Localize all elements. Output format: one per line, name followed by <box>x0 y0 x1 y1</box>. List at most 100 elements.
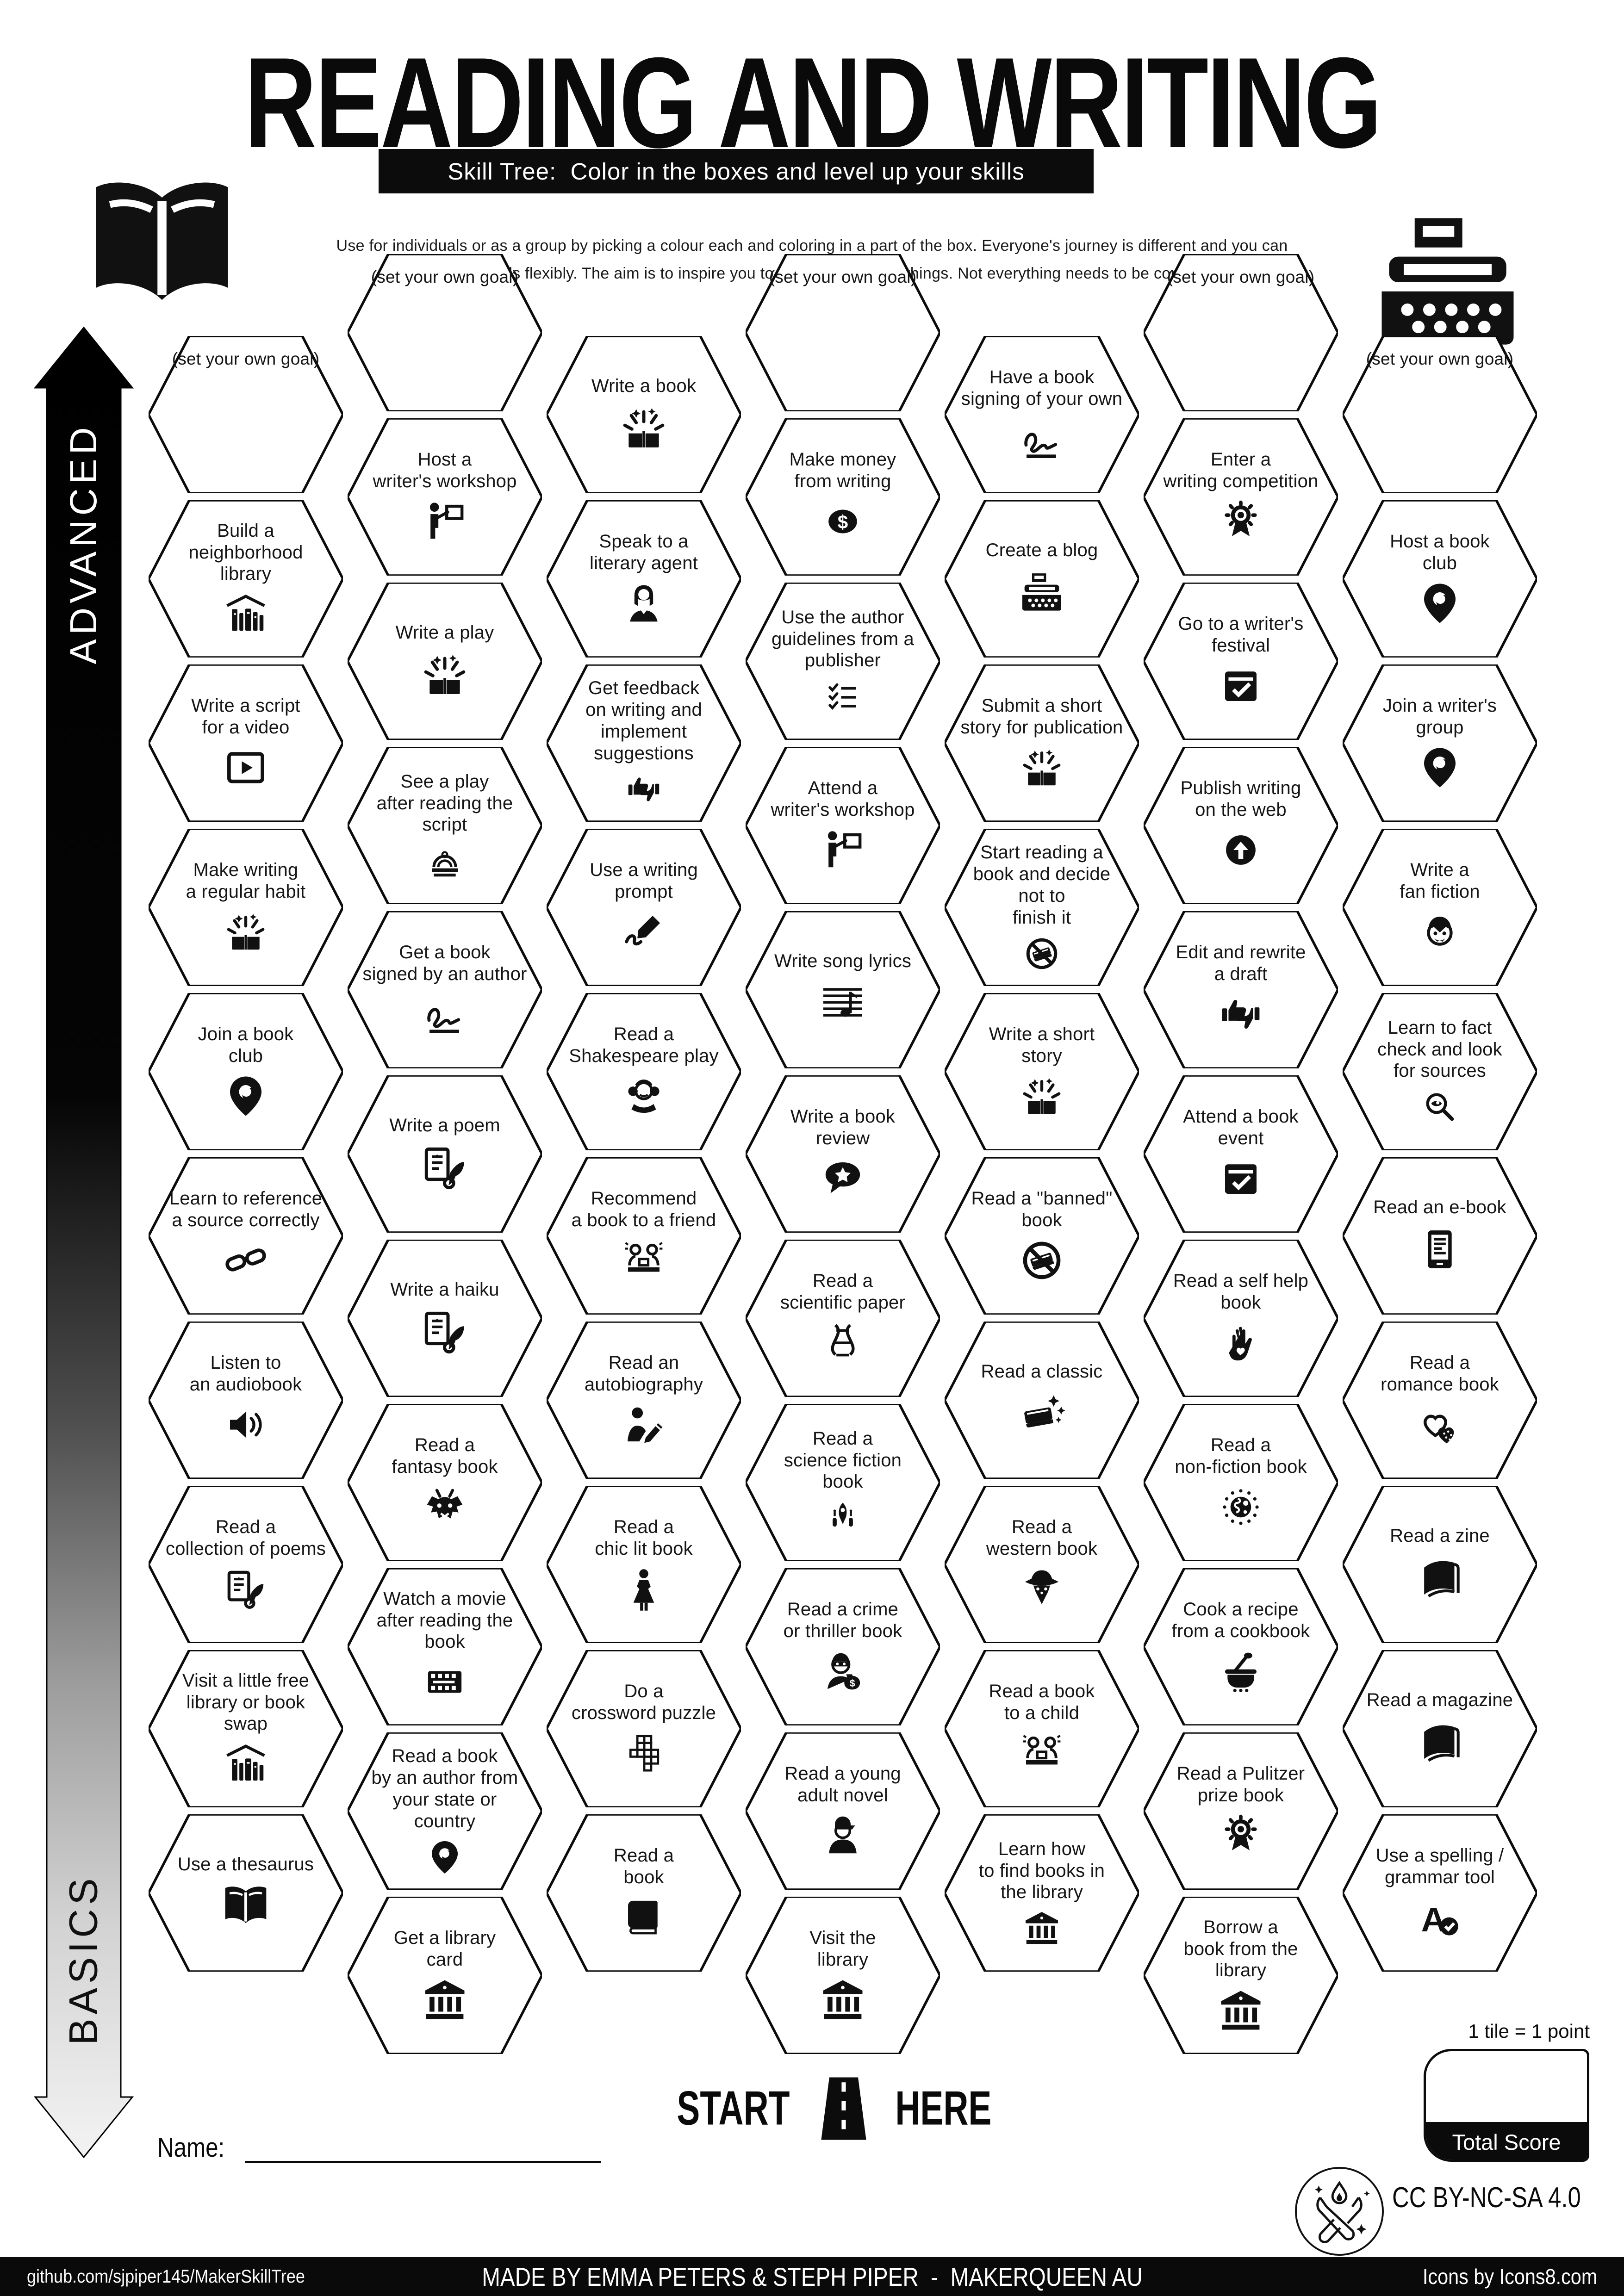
hex-tile-set-your-own-goal-c1r0[interactable]: (set your own goal) <box>348 254 542 411</box>
hex-tile-publish-writing-on-the-web-c5r3[interactable]: Publish writing on the web <box>1144 747 1338 904</box>
hex-tile-use-a-thesaurus-c0r9[interactable]: Use a thesaurus <box>149 1814 343 1972</box>
hex-tile-see-a-play-after-reading-the-script-c1r3[interactable]: See a play after reading the script <box>348 747 542 904</box>
hex-tile-read-a-pulitzer-prize-book-c5r9[interactable]: Read a Pulitzer prize book <box>1144 1732 1338 1890</box>
hex-tile-read-an-autobiography-c2r6[interactable]: Read an autobiography <box>547 1322 741 1479</box>
hex-tile-read-a-book-to-a-child-c4r8[interactable]: Read a book to a child <box>945 1650 1139 1807</box>
scroll-feather-icon <box>419 1306 471 1358</box>
hex-tile-visit-the-library-c3r10[interactable]: Visit the library <box>746 1897 940 2054</box>
hex-tile-read-a-book-by-an-author-from-your-state-or-country-c1r9[interactable]: Read a book by an author from your state… <box>348 1732 542 1890</box>
hex-tile-cook-a-recipe-from-a-cookbook-c5r8[interactable]: Cook a recipe from a cookbook <box>1144 1568 1338 1725</box>
hex-content: Write a book <box>560 340 727 490</box>
hex-tile-enter-a-writing-competition-c5r1[interactable]: Enter a writing competition <box>1144 418 1338 576</box>
burst-book-icon <box>618 402 670 454</box>
hex-tile-edit-and-rewrite-a-draft-c5r4[interactable]: Edit and rewrite a draft <box>1144 911 1338 1068</box>
hex-tile-use-the-author-guidelines-from-a-publisher-c3r2[interactable]: Use the author guidelines from a publish… <box>746 583 940 740</box>
hex-tile-use-a-spelling-grammar-tool-c6r9[interactable]: Use a spelling / grammar tool <box>1343 1814 1537 1972</box>
hex-tile-read-a-chic-lit-book-c2r7[interactable]: Read a chic lit book <box>547 1486 741 1643</box>
total-score-box[interactable]: Total Score <box>1424 2049 1589 2162</box>
hex-content: Enter a writing competition <box>1157 422 1324 572</box>
hex-tile-get-a-library-card-c1r10[interactable]: Get a library card <box>348 1897 542 2054</box>
hex-tile-write-a-short-story-c4r4[interactable]: Write a short story <box>945 993 1139 1150</box>
hex-label: Read a romance book <box>1381 1353 1499 1395</box>
hex-tile-set-your-own-goal-c5r0[interactable]: (set your own goal) <box>1144 254 1338 411</box>
calendar-icon <box>1217 662 1264 709</box>
hex-tile-read-a-zine-c6r7[interactable]: Read a zine <box>1343 1486 1537 1643</box>
hex-content: Listen to an audiobook <box>162 1325 329 1475</box>
hex-tile-read-a-magazine-c6r8[interactable]: Read a magazine <box>1343 1650 1537 1807</box>
hex-tile-read-a-crime-or-thriller-book-c3r8[interactable]: Read a crime or thriller book <box>746 1568 940 1725</box>
hex-tile-do-a-crossword-puzzle-c2r8[interactable]: Do a crossword puzzle <box>547 1650 741 1807</box>
hex-tile-set-your-own-goal-c0r0[interactable]: (set your own goal) <box>149 336 343 493</box>
hex-tile-read-a-fantasy-book-c1r7[interactable]: Read a fantasy book <box>348 1404 542 1561</box>
hex-tile-read-a-scientific-paper-c3r6[interactable]: Read a scientific paper <box>746 1240 940 1397</box>
hex-tile-speak-to-a-literary-agent-c2r1[interactable]: Speak to a literary agent <box>547 500 741 658</box>
name-input-line[interactable] <box>244 2134 601 2163</box>
hex-tile-host-a-book-club-c6r1[interactable]: Host a book club <box>1343 500 1537 658</box>
hex-tile-watch-a-movie-after-reading-the-book-c1r8[interactable]: Watch a movie after reading the book <box>348 1568 542 1725</box>
hex-tile-read-an-e-book-c6r5[interactable]: Read an e-book <box>1343 1157 1537 1315</box>
hex-content: Write a short story <box>958 997 1125 1147</box>
hex-tile-set-your-own-goal-c6r0[interactable]: (set your own goal) <box>1343 336 1537 493</box>
hex-tile-have-a-book-signing-of-your-own-c4r0[interactable]: Have a book signing of your own <box>945 336 1139 493</box>
hex-tile-write-a-play-c1r2[interactable]: Write a play <box>348 583 542 740</box>
hex-tile-read-a-classic-c4r6[interactable]: Read a classic <box>945 1322 1139 1479</box>
hex-content: Read a book to a child <box>958 1654 1125 1804</box>
hex-tile-get-a-book-signed-by-an-author-c1r4[interactable]: Get a book signed by an author <box>348 911 542 1068</box>
hex-tile-write-a-book-review-c3r5[interactable]: Write a book review <box>746 1075 940 1233</box>
hex-tile-set-your-own-goal-c3r0[interactable]: (set your own goal) <box>746 254 940 411</box>
hex-tile-read-a-banned-book-c4r5[interactable]: Read a "banned" book <box>945 1157 1139 1315</box>
hex-tile-host-a-writer-s-workshop-c1r1[interactable]: Host a writer's workshop <box>348 418 542 576</box>
hex-content: Read a Pulitzer prize book <box>1157 1736 1324 1886</box>
hex-tile-read-a-non-fiction-book-c5r7[interactable]: Read a non-fiction book <box>1144 1404 1338 1561</box>
hex-tile-read-a-shakespeare-play-c2r4[interactable]: Read a Shakespeare play <box>547 993 741 1150</box>
hex-tile-learn-to-fact-check-and-look-for-sources-c6r4[interactable]: Learn to fact check and look for sources <box>1343 993 1537 1150</box>
hex-tile-read-a-self-help-book-c5r6[interactable]: Read a self help book <box>1144 1240 1338 1397</box>
hex-tile-attend-a-book-event-c5r5[interactable]: Attend a book event <box>1144 1075 1338 1233</box>
hex-tile-read-a-collection-of-poems-c0r7[interactable]: Read a collection of poems <box>149 1486 343 1643</box>
hex-tile-attend-a-writer-s-workshop-c3r3[interactable]: Attend a writer's workshop <box>746 747 940 904</box>
hex-tile-read-a-western-book-c4r7[interactable]: Read a western book <box>945 1486 1139 1643</box>
hex-content: Read an e-book <box>1356 1161 1523 1311</box>
hex-tile-write-a-fan-fiction-c6r3[interactable]: Write a fan fiction <box>1343 829 1537 986</box>
hex-tile-join-a-book-club-c0r4[interactable]: Join a book club <box>149 993 343 1150</box>
bank-icon <box>1217 1987 1264 2034</box>
hex-tile-submit-a-short-story-for-publication-c4r2[interactable]: Submit a short story for publication <box>945 664 1139 822</box>
maker-badge-icon <box>1294 2166 1385 2257</box>
hex-tile-visit-a-little-free-library-or-book-swap-c0r8[interactable]: Visit a little free library or book swap <box>149 1650 343 1807</box>
hex-tile-read-a-book-c2r9[interactable]: Read a book <box>547 1814 741 1972</box>
hex-tile-make-writing-a-regular-habit-c0r3[interactable]: Make writing a regular habit <box>149 829 343 986</box>
hex-tile-recommend-a-book-to-a-friend-c2r5[interactable]: Recommend a book to a friend <box>547 1157 741 1315</box>
hex-label: Go to a writer's festival <box>1178 614 1304 656</box>
hex-tile-listen-to-an-audiobook-c0r6[interactable]: Listen to an audiobook <box>149 1322 343 1479</box>
hex-tile-make-money-from-writing-c3r1[interactable]: Make money from writing <box>746 418 940 576</box>
hex-outline <box>1343 500 1537 658</box>
hex-tile-start-reading-a-book-and-decide-not-to-finish-it-c4r3[interactable]: Start reading a book and decide not to f… <box>945 829 1139 986</box>
hex-tile-use-a-writing-prompt-c2r3[interactable]: Use a writing prompt <box>547 829 741 986</box>
hex-content: Get a library card <box>361 1900 528 2050</box>
dollar-icon <box>819 498 866 545</box>
total-score-label: Total Score <box>1452 2129 1561 2154</box>
books-shelf-icon <box>222 590 269 638</box>
hex-tile-read-a-romance-book-c6r6[interactable]: Read a romance book <box>1343 1322 1537 1479</box>
hex-tile-build-a-neighborhood-library-c0r1[interactable]: Build a neighborhood library <box>149 500 343 658</box>
hex-tile-read-a-science-fiction-book-c3r7[interactable]: Read a science fiction book <box>746 1404 940 1561</box>
hex-tile-go-to-a-writer-s-festival-c5r2[interactable]: Go to a writer's festival <box>1144 583 1338 740</box>
hex-tile-write-a-book-c2r0[interactable]: Write a book <box>547 336 741 493</box>
hex-outline <box>1343 993 1537 1150</box>
hex-tile-borrow-a-book-from-the-library-c5r10[interactable]: Borrow a book from the library <box>1144 1897 1338 2054</box>
hex-tile-learn-how-to-find-books-in-the-library-c4r9[interactable]: Learn how to find books in the library <box>945 1814 1139 1972</box>
hex-tile-join-a-writer-s-group-c6r2[interactable]: Join a writer's group <box>1343 664 1537 822</box>
hex-tile-read-a-young-adult-novel-c3r9[interactable]: Read a young adult novel <box>746 1732 940 1890</box>
road-icon <box>819 2073 869 2144</box>
hex-tile-write-a-poem-c1r5[interactable]: Write a poem <box>348 1075 542 1233</box>
hex-content: See a play after reading the script <box>361 751 528 900</box>
hex-label: Read a "banned" book <box>971 1188 1113 1230</box>
hex-tile-get-feedback-on-writing-and-implement-suggestions-c2r2[interactable]: Get feedback on writing and implement su… <box>547 664 741 822</box>
hex-tile-write-song-lyrics-c3r4[interactable]: Write song lyrics <box>746 911 940 1068</box>
hex-tile-write-a-haiku-c1r6[interactable]: Write a haiku <box>348 1240 542 1397</box>
review-icon <box>819 1155 866 1202</box>
hex-outline <box>149 664 343 822</box>
hex-tile-create-a-blog-c4r1[interactable]: Create a blog <box>945 500 1139 658</box>
hex-tile-write-a-script-for-a-video-c0r2[interactable]: Write a script for a video <box>149 664 343 822</box>
hex-tile-learn-to-reference-a-source-correctly-c0r5[interactable]: Learn to reference a source correctly <box>149 1157 343 1315</box>
